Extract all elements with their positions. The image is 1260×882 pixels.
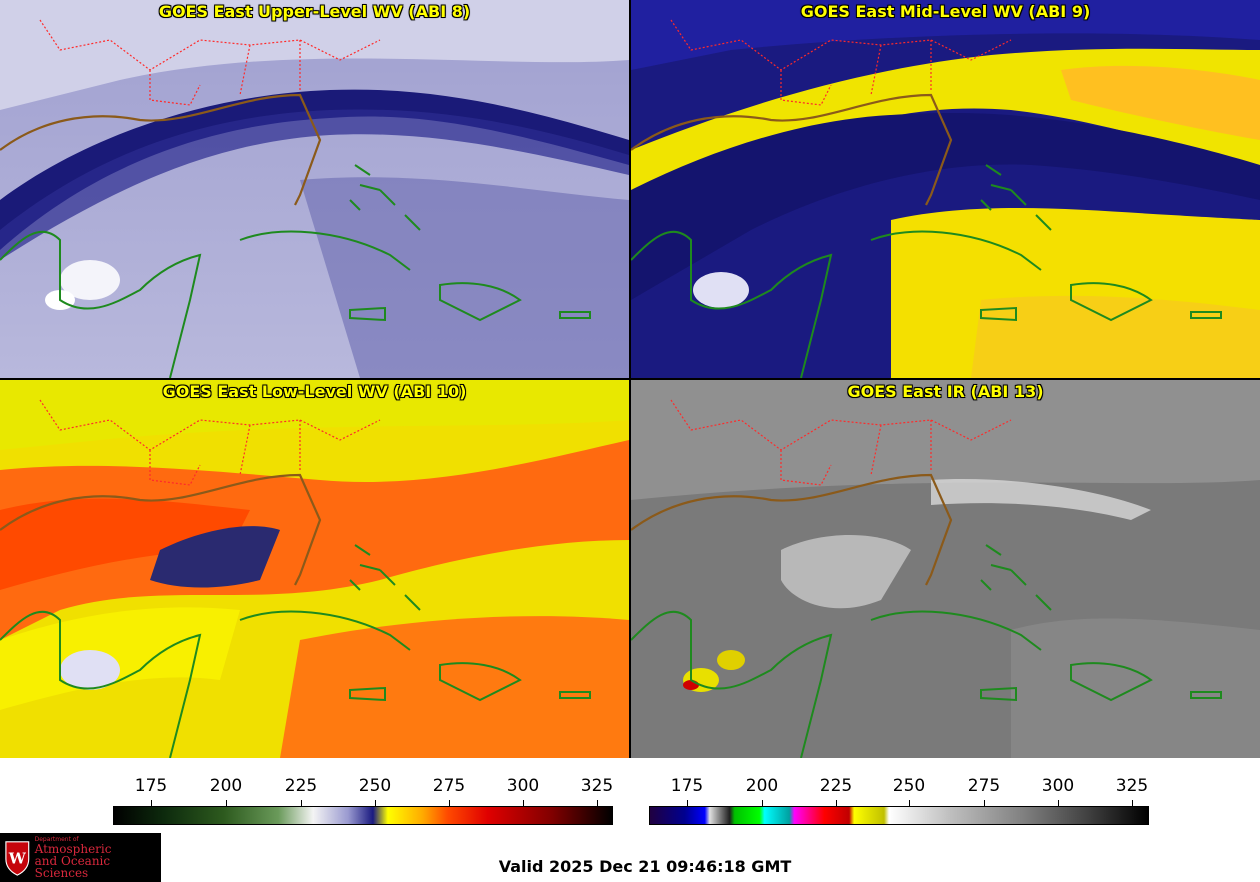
tick-mark [909,800,910,806]
colorbar-wv: 175 200 225 250 275 300 325 [113,770,613,830]
tick-label: 225 [819,776,853,796]
panel-title: GOES East Upper-Level WV (ABI 8) [158,2,471,21]
tick-mark [375,800,376,806]
logo-line-2: and Oceanic Sciences [34,853,111,880]
tick-label: 175 [670,776,704,796]
logo-text: Department of Atmospheric and Oceanic Sc… [34,835,161,880]
panel-title: GOES East Mid-Level WV (ABI 9) [800,2,1091,21]
satellite-image-upper-wv [0,0,629,378]
tick-label: 200 [209,776,243,796]
panel-title: GOES East IR (ABI 13) [847,382,1044,401]
aos-logo: W Department of Atmospheric and Oceanic … [0,833,161,882]
tick-mark [449,800,450,806]
tick-label: 225 [284,776,318,796]
satellite-image-ir [631,380,1260,758]
tick-mark [836,800,837,806]
tick-mark [151,800,152,806]
tick-mark [984,800,985,806]
tick-mark [1058,800,1059,806]
valid-timestamp: Valid 2025 Dec 21 09:46:18 GMT [498,857,792,876]
uw-shield-icon: W [5,840,30,876]
tick-mark [687,800,688,806]
panel-upper-level-wv: GOES East Upper-Level WV (ABI 8) [0,0,629,378]
tick-mark [523,800,524,806]
tick-label: 300 [506,776,540,796]
tick-label: 325 [580,776,614,796]
tick-mark [301,800,302,806]
tick-mark [762,800,763,806]
colorbar-gradient [649,806,1149,825]
colorbar-ticks: 175 200 225 250 275 300 325 [649,776,1149,798]
panel-divider-horizontal [0,378,1260,380]
svg-text:W: W [8,849,27,867]
tick-label: 275 [967,776,1001,796]
logo-line-1: Atmospheric [34,841,112,856]
tick-label: 325 [1115,776,1149,796]
colorbar-ticks: 175 200 225 250 275 300 325 [113,776,613,798]
tick-label: 300 [1041,776,1075,796]
panel-mid-level-wv: GOES East Mid-Level WV (ABI 9) [631,0,1260,378]
tick-mark [226,800,227,806]
tick-mark [1132,800,1133,806]
satellite-image-low-wv [0,380,629,758]
panel-title: GOES East Low-Level WV (ABI 10) [162,382,467,401]
tick-mark [597,800,598,806]
tick-label: 175 [134,776,168,796]
tick-label: 275 [432,776,466,796]
tick-label: 250 [358,776,392,796]
colorbar-gradient [113,806,613,825]
tick-label: 200 [745,776,779,796]
logo-small-text: Department of [34,835,79,843]
satellite-image-mid-wv [631,0,1260,378]
panel-low-level-wv: GOES East Low-Level WV (ABI 10) [0,380,629,758]
tick-label: 250 [892,776,926,796]
panel-ir: GOES East IR (ABI 13) [631,380,1260,758]
colorbar-ir: 175 200 225 250 275 300 325 [649,770,1149,830]
